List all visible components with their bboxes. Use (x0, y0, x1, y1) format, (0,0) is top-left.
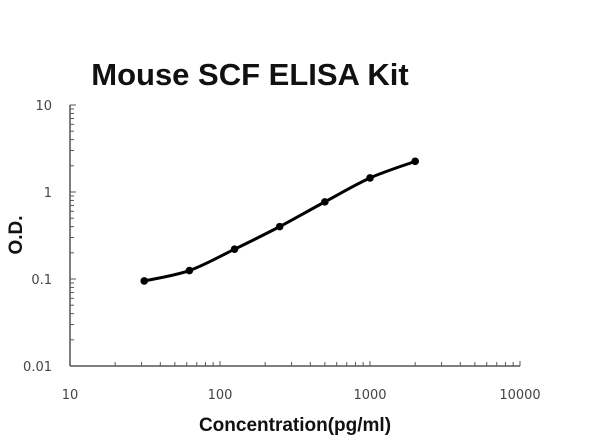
x-axis-label: Concentration(pg/ml) (199, 415, 391, 436)
x-tick-label: 100 (208, 388, 233, 403)
data-point (411, 157, 419, 166)
x-tick-label: 1000 (353, 388, 386, 403)
y-tick-label: 0.1 (31, 273, 52, 288)
x-tick-label: 10000 (499, 388, 540, 403)
x-tick-label: 10 (62, 388, 79, 403)
series-line (143, 159, 416, 283)
y-axis-label: O.D. (6, 215, 27, 254)
chart-title: Mouse SCF ELISA Kit (91, 57, 408, 92)
y-tick-label: 10 (35, 99, 52, 114)
data-point (140, 277, 149, 285)
data-point (230, 245, 239, 254)
data-point (275, 222, 284, 231)
data-point (321, 198, 329, 206)
y-tick-label: 0.01 (23, 360, 52, 375)
data-point (366, 174, 374, 182)
data-point (185, 266, 194, 275)
y-tick-label: 1 (44, 186, 52, 201)
